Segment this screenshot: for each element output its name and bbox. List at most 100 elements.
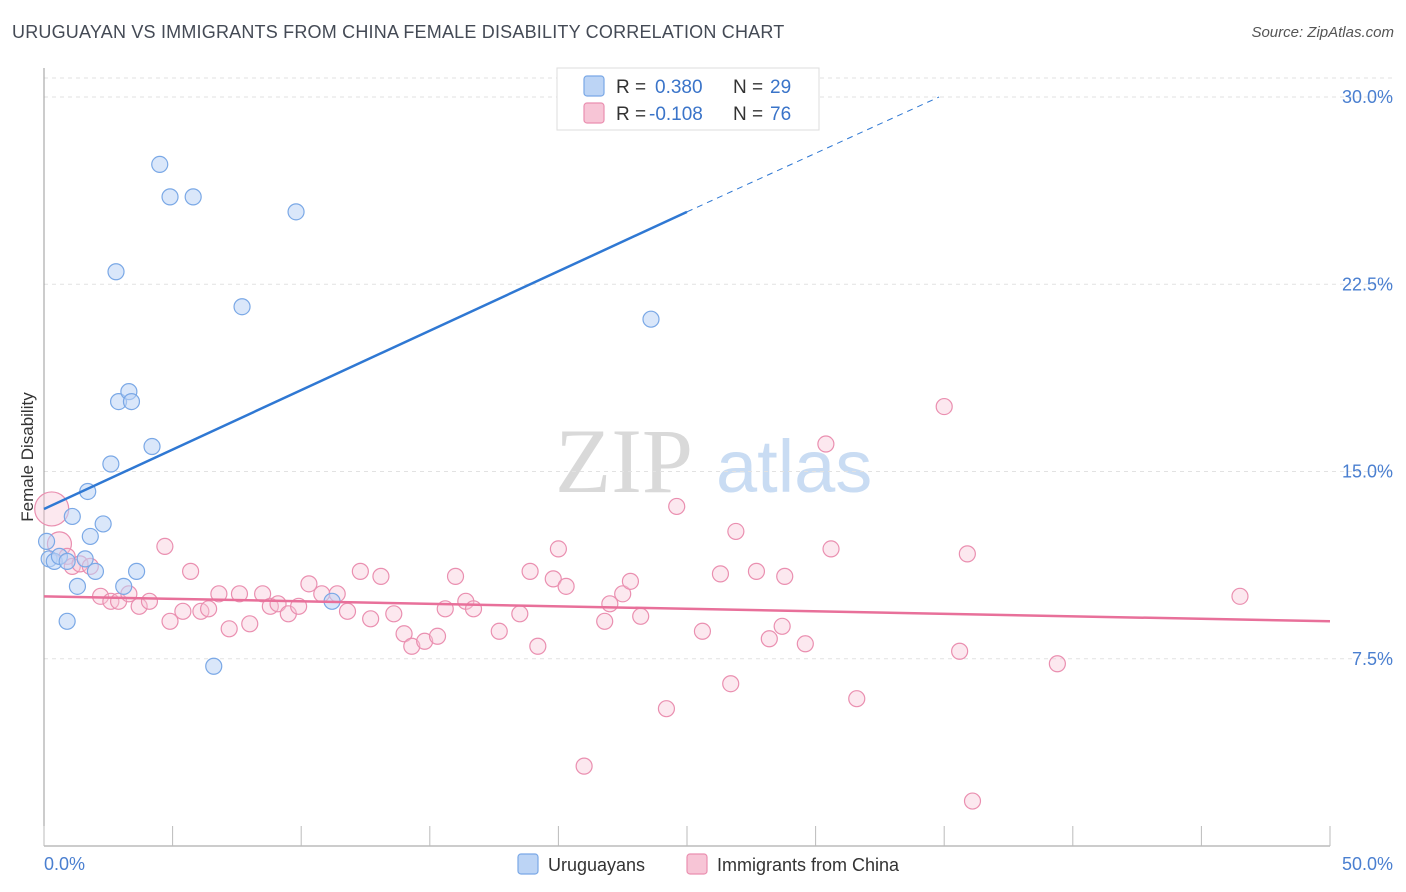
china-point — [958, 545, 976, 563]
bottom-legend-swatch-china — [686, 853, 708, 875]
china-point — [200, 600, 218, 618]
china-point — [416, 632, 434, 650]
china-point — [935, 397, 953, 416]
china-point — [1231, 587, 1249, 605]
china-point — [300, 575, 318, 593]
series-immigrants-from-china — [34, 397, 1249, 810]
x-tick-label-min: 0.0% — [44, 854, 85, 874]
china-point — [727, 522, 745, 541]
legend-n-value-1: 29 — [770, 77, 791, 98]
trendlines — [43, 96, 1331, 623]
watermark-zip: ZIP — [555, 410, 693, 512]
china-point — [529, 637, 547, 655]
china-point — [722, 675, 740, 693]
legend-swatch-uruguayans — [583, 75, 605, 97]
china-point — [614, 585, 632, 603]
uruguayans-point — [107, 263, 125, 281]
uruguayans-point — [233, 298, 251, 316]
china-point — [711, 565, 730, 583]
uruguayans-point — [642, 310, 660, 328]
china-point — [490, 622, 508, 640]
china-point — [817, 435, 835, 453]
china-point — [351, 562, 369, 580]
china-point — [385, 605, 403, 623]
uruguayans-point — [127, 562, 146, 580]
uruguayans-point — [63, 507, 81, 526]
china-point — [372, 567, 390, 585]
chart-title: URUGUAYAN VS IMMIGRANTS FROM CHINA FEMAL… — [12, 22, 785, 42]
uruguayans-point — [37, 532, 56, 551]
china-point — [34, 491, 70, 527]
china-point — [241, 615, 259, 633]
uruguayans-point — [58, 552, 76, 570]
uruguayans-point — [76, 550, 94, 568]
uruguayans-point — [205, 657, 223, 675]
legend-n-label-1: N = — [733, 77, 763, 98]
china-point — [403, 637, 421, 655]
china-point — [632, 607, 650, 625]
china-point — [156, 537, 174, 556]
uruguayans-point — [115, 577, 133, 595]
china-point — [822, 540, 840, 558]
china-point — [776, 567, 794, 585]
china-point — [668, 497, 686, 516]
y-tick-label: 7.5% — [1352, 649, 1393, 669]
china-point — [362, 610, 380, 628]
legend-r-value-1: 0.380 — [655, 77, 703, 98]
china-point — [230, 585, 249, 603]
china-point — [760, 630, 778, 648]
uruguayans-point — [81, 527, 99, 546]
china-point — [848, 690, 866, 708]
legend-r-label-1: R = — [616, 77, 646, 98]
watermark: ZIP atlas — [555, 410, 872, 512]
legend-r-label-2: R = — [616, 104, 646, 125]
china-point — [951, 642, 969, 660]
china-point — [521, 562, 539, 580]
china-point — [621, 572, 640, 590]
china-point — [182, 562, 200, 580]
legend-r-value-2: -0.108 — [649, 104, 703, 125]
uruguayans-point — [102, 455, 120, 473]
y-axis-label: Female Disability — [18, 392, 37, 522]
x-tick-label-max: 50.0% — [1342, 854, 1393, 874]
bottom-legend-uruguayans: Uruguayans — [548, 855, 645, 875]
china-point — [140, 592, 159, 610]
china-point — [596, 612, 614, 630]
legend-n-value-2: 76 — [770, 104, 791, 125]
uruguayans-point — [161, 188, 179, 206]
bottom-legend-china: Immigrants from China — [717, 855, 900, 875]
china-trendline — [43, 595, 1331, 623]
china-point — [395, 625, 413, 643]
uruguayans-point — [94, 515, 112, 533]
y-tick-label: 15.0% — [1342, 462, 1393, 482]
china-point — [446, 567, 465, 585]
china-point — [511, 605, 529, 623]
china-point — [174, 602, 192, 620]
china-point — [428, 627, 447, 645]
china-point — [254, 585, 272, 603]
china-point — [1048, 655, 1066, 673]
uruguayans-point — [86, 562, 105, 580]
china-point — [796, 635, 814, 653]
china-point — [773, 617, 791, 635]
china-point — [161, 612, 179, 630]
uruguayans-point — [122, 392, 141, 411]
china-point — [338, 602, 357, 620]
y-tick-label: 22.5% — [1342, 274, 1393, 294]
uruguayans-point — [58, 612, 76, 630]
uruguayans-trendline-extension — [686, 96, 940, 213]
china-point — [747, 562, 766, 580]
x-axis-ticks — [43, 826, 1331, 846]
china-point — [657, 700, 676, 718]
uruguayans-point — [143, 437, 161, 456]
uruguayans-point — [68, 577, 87, 595]
china-point — [544, 570, 562, 588]
watermark-atlas: atlas — [716, 425, 872, 508]
china-point — [210, 585, 228, 603]
y-tick-labels: 7.5% 15.0% 22.5% 30.0% — [1342, 87, 1393, 669]
uruguayans-trendline — [43, 210, 688, 511]
china-point — [549, 540, 568, 558]
legend-n-label-2: N = — [733, 104, 763, 125]
china-point — [963, 792, 982, 810]
